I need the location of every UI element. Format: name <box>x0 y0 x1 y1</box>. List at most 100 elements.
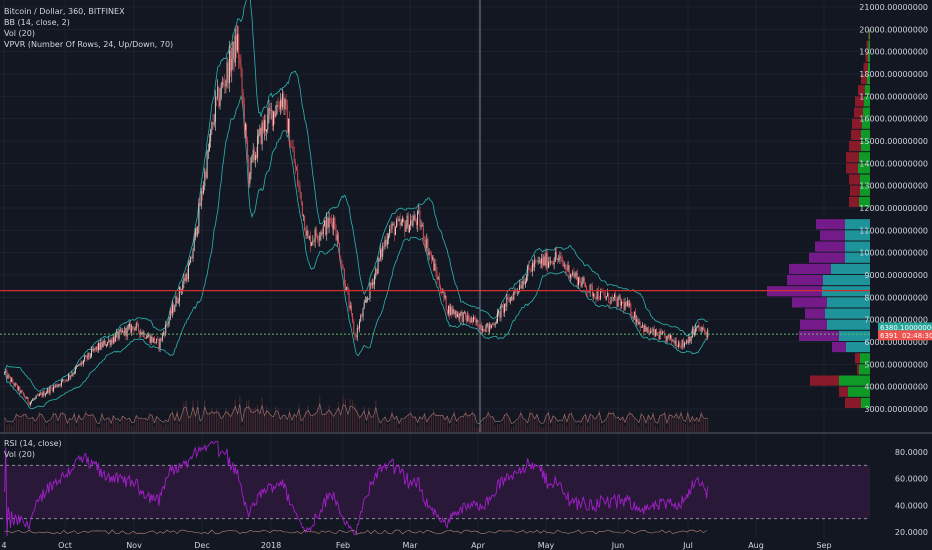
vpvr-down-bar <box>863 62 868 73</box>
symbol-title[interactable]: Bitcoin / Dollar, 360, BITFINEX <box>4 7 125 16</box>
volume-bar <box>363 406 365 432</box>
candle-body <box>259 127 261 135</box>
price-axis[interactable]: 3000.00000000 4000.00000000 5000.00000000 6… <box>859 3 928 414</box>
candle-body <box>610 296 612 304</box>
candle-body <box>580 282 582 287</box>
vpvr-up-bar <box>859 196 870 207</box>
candle-body <box>155 342 156 344</box>
volume-bar <box>50 420 52 432</box>
vpvr-down-bar <box>809 252 845 263</box>
volume-bar <box>259 411 261 432</box>
candle-body <box>502 306 504 313</box>
candle-body <box>26 397 28 399</box>
volume-bar <box>119 423 121 432</box>
candle-body <box>68 374 69 381</box>
candle-body <box>182 284 184 291</box>
candle-body <box>506 297 508 307</box>
volume-bar <box>582 417 584 432</box>
candle-body <box>654 329 656 336</box>
volume-bar <box>135 414 137 432</box>
price-tick-label: 13000.00000000 <box>859 182 928 191</box>
candle-body <box>144 337 146 339</box>
candle-body <box>605 296 607 299</box>
volume-bar <box>412 417 414 432</box>
volume-bar <box>359 418 361 432</box>
rsi-volume-label[interactable]: Vol (20) <box>4 450 35 459</box>
candle-body <box>183 278 185 285</box>
candle-body <box>395 227 396 236</box>
candle-body <box>504 303 505 313</box>
candle-body <box>407 215 409 233</box>
candle-body <box>470 317 472 323</box>
candle-body <box>603 292 605 296</box>
volume-bar <box>580 426 582 432</box>
volume-bar <box>250 408 252 432</box>
vpvr-up-bar <box>861 397 870 408</box>
countdown-tag-text: 02:48:30 <box>902 332 932 340</box>
candle-body <box>462 312 464 322</box>
volume-bar <box>652 411 654 432</box>
candle-body <box>405 226 407 232</box>
candle-body <box>455 311 457 317</box>
volume-bar <box>442 414 444 432</box>
volume-bar <box>543 426 545 432</box>
volume-indicator-label[interactable]: Vol (20) <box>4 29 35 38</box>
candle-body <box>24 394 25 398</box>
candle-body <box>57 385 59 387</box>
volume-bar <box>326 410 328 432</box>
candle-body <box>366 300 367 301</box>
volume-bar <box>225 408 227 432</box>
candle-body <box>509 297 511 303</box>
vpvr-down-bar <box>850 185 860 196</box>
candle-body <box>560 256 562 258</box>
volume-bar <box>55 412 57 432</box>
candle-body <box>34 397 36 400</box>
candle-body <box>554 252 556 262</box>
time-axis[interactable]: 4 Oct Nov Dec 2018 Feb Mar Apr May Jun Jul Aug Sep <box>1 541 831 550</box>
volume-bar <box>345 399 347 432</box>
rsi-tick-label: 60.0000 <box>895 475 928 484</box>
candle-body <box>156 338 158 343</box>
candle-body <box>475 318 477 323</box>
candle-body <box>531 263 533 272</box>
candle-body <box>27 397 29 403</box>
candle-body <box>312 240 314 243</box>
candle-body <box>233 41 235 63</box>
candle-body <box>557 258 559 260</box>
candle-body <box>374 275 376 285</box>
candle-body <box>422 224 424 241</box>
candle-body <box>234 35 236 63</box>
horizontal-lines[interactable] <box>0 290 870 335</box>
candle-body <box>638 321 640 325</box>
bb-indicator-label[interactable]: BB (14, close, 2) <box>4 18 70 27</box>
volume-bar <box>682 422 684 432</box>
vpvr-down-bar <box>858 85 865 96</box>
candle-body <box>323 220 325 226</box>
candle-body <box>632 317 634 318</box>
volume-bar <box>96 427 98 432</box>
candle-body <box>706 332 708 338</box>
volume-bar <box>252 409 254 432</box>
candle-body <box>46 392 47 394</box>
candle-body <box>587 292 589 293</box>
volume-bar <box>633 418 635 432</box>
volume-bar <box>624 425 626 432</box>
vpvr-indicator-label[interactable]: VPVR (Number Of Rows, 24, Up/Down, 70) <box>4 40 174 49</box>
candle-body <box>146 337 147 339</box>
candle-body <box>350 305 352 314</box>
volume-bar <box>243 407 245 432</box>
candle-body <box>83 360 84 364</box>
candle-body <box>642 325 643 327</box>
candle-body <box>562 263 564 266</box>
rsi-indicator-label[interactable]: RSI (14, close) <box>4 439 62 448</box>
volume-bar <box>110 427 112 432</box>
candle-body <box>161 334 163 341</box>
volume-bar <box>464 410 466 432</box>
candle-body <box>659 331 661 340</box>
candle-body <box>687 340 689 344</box>
candle-body <box>593 293 595 297</box>
candle-body <box>43 391 45 396</box>
rsi-axis[interactable]: 20.0000 40.0000 60.0000 80.0000 <box>895 448 928 537</box>
